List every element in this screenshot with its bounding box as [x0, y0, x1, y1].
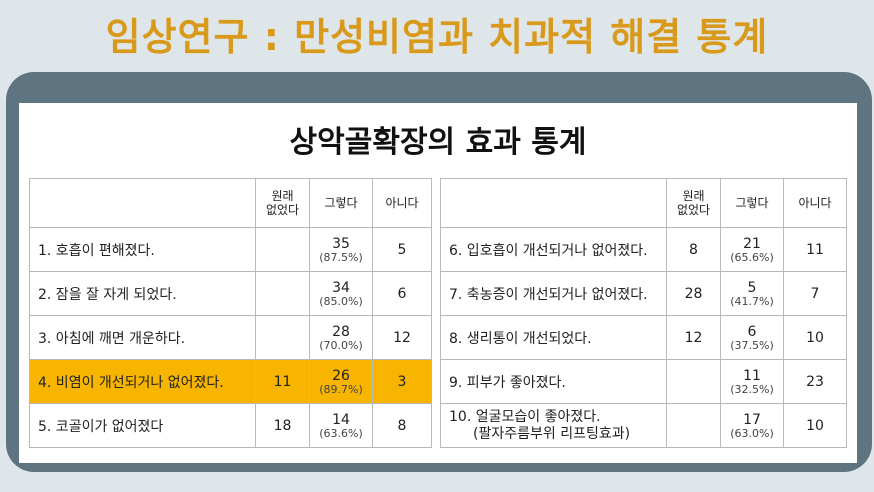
table-row: 4. 비염이 개선되거나 없어졌다. 11 26 (89.7%) 3: [29, 359, 432, 404]
row-no-count: 8: [372, 403, 432, 448]
row-none-count: 12: [666, 315, 721, 360]
header-none: 원래 없었다: [666, 178, 721, 228]
row-yes-count: 35: [332, 235, 350, 252]
row-yes-percent: (70.0%): [319, 338, 363, 352]
header-none: 원래 없었다: [255, 178, 310, 228]
row-item-label: 10. 얼굴모습이 좋아졌다. (팔자주름부위 리프팅효과): [440, 403, 667, 448]
row-none-count: [666, 359, 721, 404]
row-item-label: 3. 아침에 깨면 개운하다.: [29, 315, 256, 360]
row-item-label: 7. 축농증이 개선되거나 없어졌다.: [440, 271, 667, 316]
row-none-count: [666, 403, 721, 448]
row-yes-count: 28: [332, 323, 350, 340]
header-item-cell: [29, 178, 256, 228]
row-yes-count: 11: [743, 367, 761, 384]
row-yes-cell: 17 (63.0%): [720, 403, 784, 448]
row-item-label: 6. 입호흡이 개선되거나 없어졌다.: [440, 227, 667, 272]
row-yes-count: 17: [743, 411, 761, 428]
table-row: 3. 아침에 깨면 개운하다. 28 (70.0%) 12: [29, 315, 432, 360]
row-yes-percent: (32.5%): [730, 382, 774, 396]
row-no-count: 7: [783, 271, 847, 316]
row-no-count: 6: [372, 271, 432, 316]
row-yes-cell: 14 (63.6%): [309, 403, 373, 448]
row-yes-percent: (65.6%): [730, 250, 774, 264]
row-yes-count: 5: [747, 279, 757, 296]
row-no-count: 11: [783, 227, 847, 272]
row-none-count: 28: [666, 271, 721, 316]
table-row: 5. 코골이가 없어졌다 18 14 (63.6%) 8: [29, 403, 432, 448]
row-none-count: [255, 227, 310, 272]
row-yes-cell: 35 (87.5%): [309, 227, 373, 272]
table-row: 6. 입호흡이 개선되거나 없어졌다. 8 21 (65.6%) 11: [440, 227, 847, 272]
header-yes: 그렇다: [309, 178, 373, 228]
table-row: 1. 호흡이 편해졌다. 35 (87.5%) 5: [29, 227, 432, 272]
row-item-label: 2. 잠을 잘 자게 되었다.: [29, 271, 256, 316]
row-none-count: [255, 271, 310, 316]
row-no-count: 12: [372, 315, 432, 360]
row-item-label: 4. 비염이 개선되거나 없어졌다.: [29, 359, 256, 404]
row-item-label: 8. 생리통이 개선되었다.: [440, 315, 667, 360]
row-no-count: 3: [372, 359, 432, 404]
row-yes-count: 14: [332, 411, 350, 428]
row-yes-cell: 28 (70.0%): [309, 315, 373, 360]
table-row: 2. 잠을 잘 자게 되었다. 34 (85.0%) 6: [29, 271, 432, 316]
row-yes-cell: 5 (41.7%): [720, 271, 784, 316]
row-yes-count: 34: [332, 279, 350, 296]
table-header-row: 원래 없었다 그렇다 아니다: [29, 178, 432, 228]
header-no: 아니다: [372, 178, 432, 228]
table-row: 8. 생리통이 개선되었다. 12 6 (37.5%) 10: [440, 315, 847, 360]
row-yes-cell: 34 (85.0%): [309, 271, 373, 316]
row-item-label: 9. 피부가 좋아졌다.: [440, 359, 667, 404]
row-item-line1: 10. 얼굴모습이 좋아졌다.: [449, 408, 601, 425]
table-row: 9. 피부가 좋아졌다. 11 (32.5%) 23: [440, 359, 847, 404]
header-no: 아니다: [783, 178, 847, 228]
row-yes-percent: (85.0%): [319, 294, 363, 308]
row-yes-percent: (87.5%): [319, 250, 363, 264]
row-yes-cell: 21 (65.6%): [720, 227, 784, 272]
header-yes: 그렇다: [720, 178, 784, 228]
row-yes-percent: (41.7%): [730, 294, 774, 308]
table-header-row: 원래 없었다 그렇다 아니다: [440, 178, 847, 228]
content-card: 상악골확장의 효과 통계 원래 없었다 그렇다 아니다 1. 호흡이 편해졌다.…: [19, 103, 857, 463]
row-yes-count: 21: [743, 235, 761, 252]
row-no-count: 10: [783, 315, 847, 360]
page-title: 임상연구 : 만성비염과 치과적 해결 통계: [105, 15, 769, 59]
row-item-label: 5. 코골이가 없어졌다: [29, 403, 256, 448]
row-yes-percent: (37.5%): [730, 338, 774, 352]
row-yes-cell: 6 (37.5%): [720, 315, 784, 360]
row-none-count: [255, 315, 310, 360]
row-yes-percent: (63.0%): [730, 426, 774, 440]
section-title: 상악골확장의 효과 통계: [289, 125, 587, 160]
row-no-count: 5: [372, 227, 432, 272]
table-row: 7. 축농증이 개선되거나 없어졌다. 28 5 (41.7%) 7: [440, 271, 847, 316]
row-yes-percent: (89.7%): [319, 382, 363, 396]
row-none-count: 8: [666, 227, 721, 272]
header-item-cell: [440, 178, 667, 228]
row-yes-count: 6: [747, 323, 757, 340]
row-item-label: 1. 호흡이 편해졌다.: [29, 227, 256, 272]
table-row: 10. 얼굴모습이 좋아졌다. (팔자주름부위 리프팅효과) 17 (63.0%) 10: [440, 403, 847, 448]
stats-table-right: 원래 없었다 그렇다 아니다 6. 입호흡이 개선되거나 없어졌다. 8 21 (65…: [440, 178, 847, 448]
row-item-line2: (팔자주름부위 리프팅효과): [473, 425, 631, 442]
row-yes-count: 26: [332, 367, 350, 384]
stats-table-left: 원래 없었다 그렇다 아니다 1. 호흡이 편해졌다. 35 (87.5%) 5 2. …: [29, 178, 432, 448]
row-none-count: 11: [255, 359, 310, 404]
row-yes-percent: (63.6%): [319, 426, 363, 440]
row-no-count: 23: [783, 359, 847, 404]
row-yes-cell: 11 (32.5%): [720, 359, 784, 404]
row-yes-cell: 26 (89.7%): [309, 359, 373, 404]
row-no-count: 10: [783, 403, 847, 448]
row-none-count: 18: [255, 403, 310, 448]
